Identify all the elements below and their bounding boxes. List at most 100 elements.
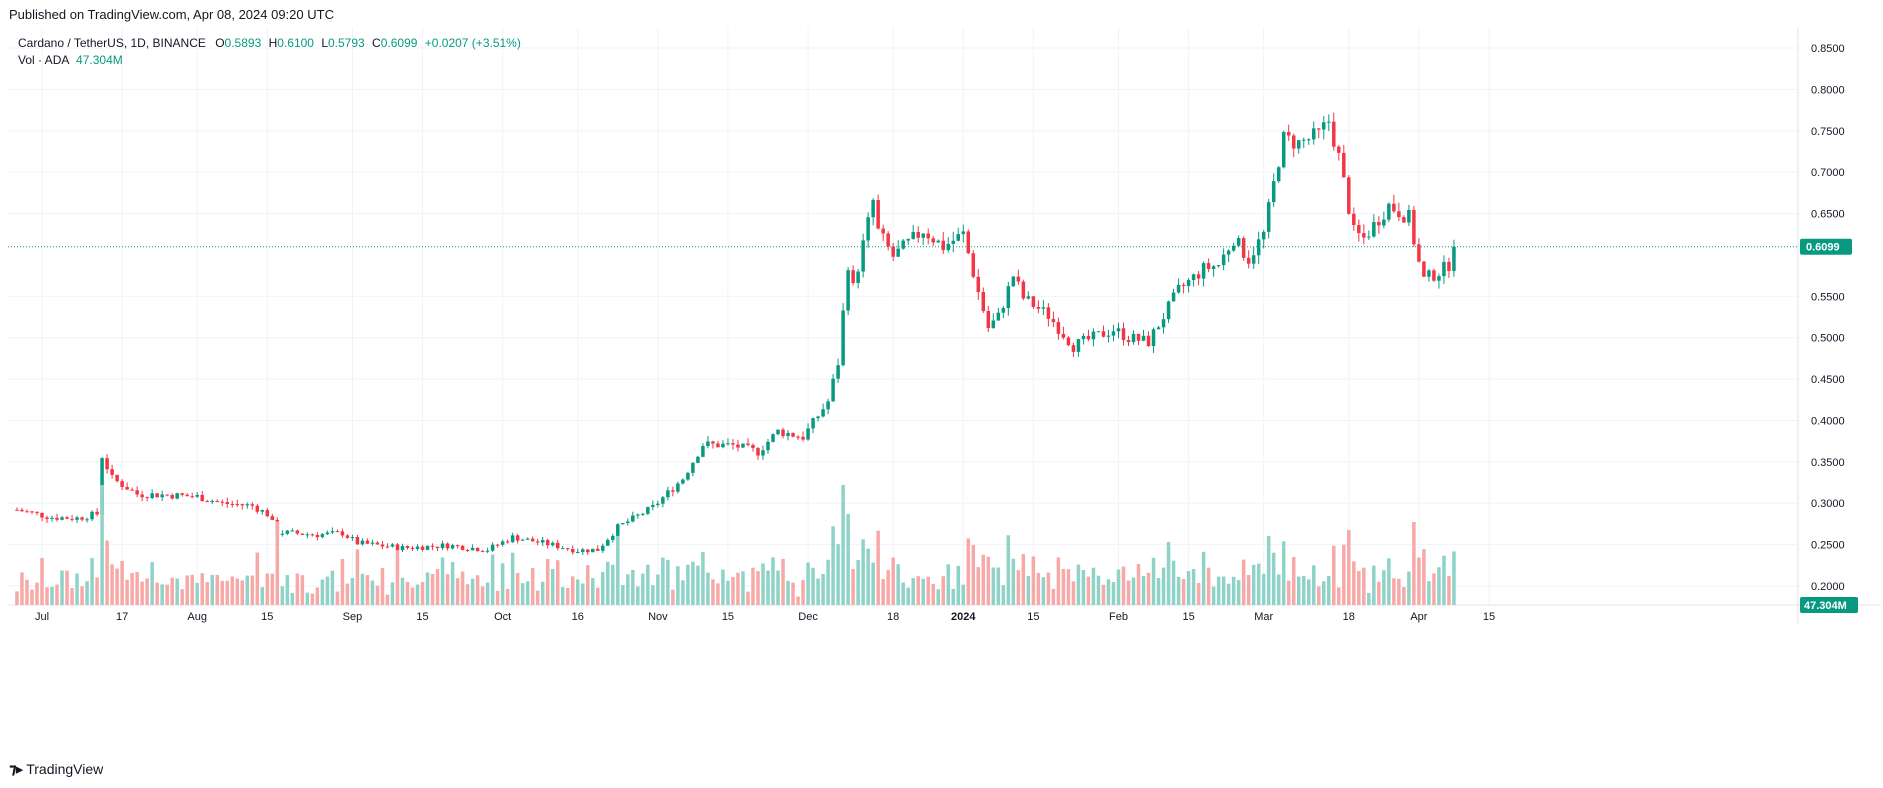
candle-body	[1312, 128, 1316, 140]
candle-body	[836, 365, 840, 379]
candle-body	[45, 517, 49, 519]
candle-body	[500, 541, 505, 545]
volume-bar	[95, 577, 99, 605]
volume-bar	[500, 563, 505, 605]
candle-body	[841, 310, 845, 366]
volume-bar	[1442, 555, 1446, 605]
candle-body	[1266, 202, 1271, 232]
price-tick-label: 0.2000	[1811, 581, 1845, 593]
volume-bar	[1372, 565, 1376, 605]
volume-bar	[345, 583, 350, 605]
volume-bar	[30, 589, 34, 605]
time-tick-label: Feb	[1109, 611, 1128, 623]
candle-body	[1452, 246, 1456, 271]
time-tick-label: 15	[1182, 611, 1194, 623]
candle-body	[1291, 135, 1296, 149]
volume-bar	[796, 596, 800, 605]
time-tick-label: 16	[572, 611, 584, 623]
volume-bar	[475, 575, 480, 605]
time-tick-label: 18	[1343, 611, 1355, 623]
candle-body	[826, 401, 830, 410]
volume-bar	[315, 587, 320, 605]
volume-bar	[250, 575, 255, 605]
volume-bar	[110, 564, 114, 605]
candle-body	[1402, 217, 1406, 223]
candle-body	[215, 501, 219, 503]
published-caption: Published on TradingView.com, Apr 08, 20…	[9, 7, 334, 22]
candle-body	[55, 517, 59, 520]
chart-panel[interactable]: 0.8500 0.8000 0.7500 0.7000 0.6500 0.5500 0.50…	[8, 27, 1881, 759]
volume-bar	[1066, 569, 1071, 605]
volume-bar	[841, 485, 845, 605]
volume-bar	[1036, 572, 1041, 605]
candle-body	[661, 497, 665, 504]
candle-body	[816, 416, 820, 419]
candle-body	[330, 531, 335, 533]
candle-body	[1231, 245, 1236, 251]
volume-bar	[1266, 535, 1271, 605]
volume-bar	[686, 564, 690, 605]
candle-body	[711, 441, 715, 444]
candle-body	[235, 504, 240, 506]
volume-bar	[150, 562, 154, 605]
volume-bar	[1146, 572, 1151, 605]
symbol-title[interactable]: Cardano / TetherUS, 1D, BINANCE	[18, 36, 206, 50]
volume-bar	[65, 570, 69, 605]
candle-body	[1216, 265, 1221, 267]
volume-bar	[771, 557, 775, 605]
candle-body	[856, 271, 860, 283]
volume-bar	[1276, 574, 1281, 605]
volume-bar	[480, 586, 485, 605]
time-tick-label: 15	[722, 611, 734, 623]
volume-bar	[290, 592, 295, 605]
volume-bar	[160, 584, 164, 605]
close-value: 0.6099	[380, 36, 418, 50]
candle-body	[240, 504, 245, 506]
volume-bar	[601, 571, 605, 605]
candle-body	[1001, 308, 1006, 313]
candle-body	[250, 504, 255, 506]
volume-bar	[225, 580, 230, 605]
candle-body	[626, 521, 630, 524]
price-tick-label: 0.4500	[1811, 374, 1845, 386]
candle-body	[120, 481, 124, 487]
candle-body	[956, 234, 961, 241]
candle-body	[1086, 335, 1091, 340]
volume-bar	[1126, 580, 1131, 605]
volume-bar	[80, 586, 84, 605]
volume-bar	[851, 568, 855, 605]
volume-bar	[816, 578, 820, 605]
candle-body	[505, 541, 510, 543]
tradingview-footer[interactable]: ⁊▸ TradingView	[9, 760, 103, 778]
volume-bar	[400, 577, 405, 605]
volume-bar	[1151, 557, 1156, 605]
candle-body	[1026, 296, 1031, 299]
candle-body	[1186, 280, 1191, 287]
volume-bar	[801, 580, 805, 605]
candle-body	[555, 542, 560, 549]
candle-body	[110, 469, 114, 475]
candle-body	[150, 493, 154, 499]
candle-body	[716, 443, 720, 448]
candle-body	[731, 443, 735, 445]
volume-bar	[711, 579, 715, 605]
volume-bar	[961, 584, 966, 605]
volume-bar	[140, 581, 144, 605]
candle-body	[756, 448, 760, 456]
candle-body	[20, 509, 24, 512]
volume-bar	[866, 548, 870, 605]
candle-body	[1261, 231, 1266, 240]
volume-bar	[135, 572, 139, 605]
candle-body	[746, 443, 750, 445]
volume-bar	[530, 567, 535, 605]
candle-body	[1296, 140, 1301, 149]
volume-bar	[1031, 556, 1036, 605]
candle-body	[170, 494, 174, 499]
candle-body	[305, 534, 310, 536]
candle-body	[1437, 276, 1441, 281]
candle-body	[1101, 331, 1106, 337]
candlestick-chart[interactable]: 0.8500 0.8000 0.7500 0.7000 0.6500 0.5500 0.50…	[8, 27, 1881, 759]
candle-body	[1407, 209, 1411, 223]
volume-bar	[550, 569, 555, 605]
volume-bar	[1231, 576, 1236, 605]
